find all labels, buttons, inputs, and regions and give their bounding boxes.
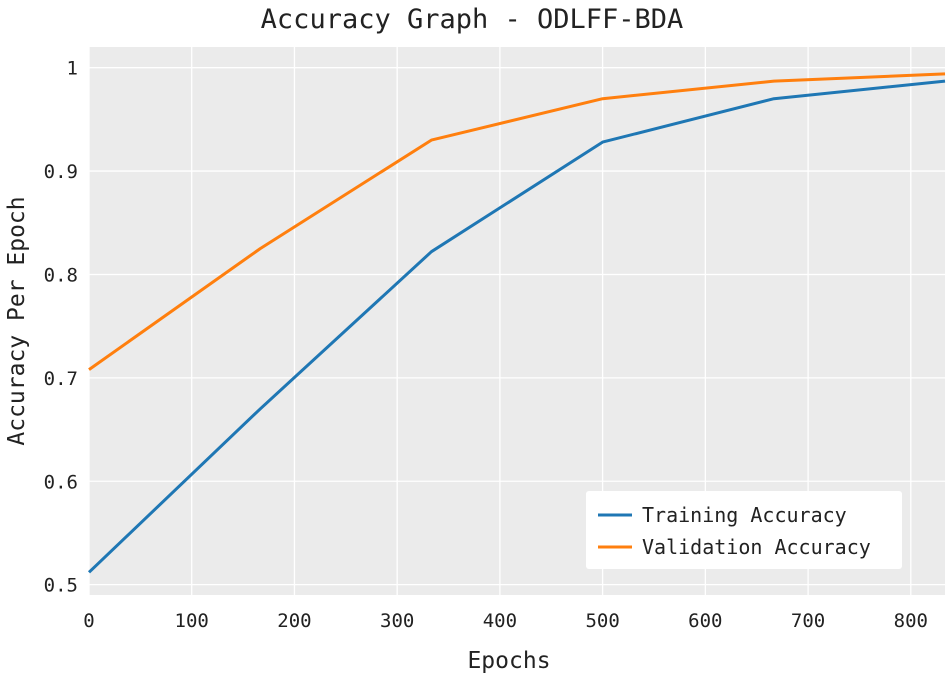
y-tick-label: 0.7 bbox=[44, 368, 78, 390]
x-tick-label: 500 bbox=[585, 610, 619, 632]
x-tick-label: 100 bbox=[175, 610, 209, 632]
legend: Training Accuracy Validation Accuracy bbox=[586, 491, 902, 569]
series-line-validation bbox=[88, 72, 946, 371]
y-tick-label: 0.8 bbox=[44, 264, 78, 286]
y-axis-label: Accuracy Per Epoch bbox=[4, 196, 30, 445]
x-axis-ticks: 0 100 200 300 400 500 600 700 800 bbox=[83, 610, 928, 632]
series-layer bbox=[87, 72, 946, 574]
legend-box bbox=[586, 491, 902, 569]
x-tick-label: 200 bbox=[277, 610, 311, 632]
grid bbox=[88, 47, 945, 595]
legend-items: Training Accuracy Validation Accuracy bbox=[598, 503, 871, 559]
y-axis-ticks: 0.5 0.6 0.7 0.8 0.9 1 bbox=[44, 58, 78, 597]
x-axis-label: Epochs bbox=[467, 648, 550, 674]
x-tick-label: 400 bbox=[483, 610, 517, 632]
y-tick-label: 0.5 bbox=[44, 575, 78, 597]
legend-label: Validation Accuracy bbox=[642, 535, 871, 559]
chart-title: Accuracy Graph - ODLFF-BDA bbox=[261, 4, 684, 35]
x-tick-label: 800 bbox=[894, 610, 928, 632]
y-tick-label: 0.6 bbox=[44, 471, 78, 493]
y-tick-label: 1 bbox=[67, 58, 78, 80]
x-tick-label: 600 bbox=[688, 610, 722, 632]
x-tick-label: 700 bbox=[791, 610, 825, 632]
x-tick-label: 0 bbox=[83, 610, 94, 632]
series-line-training bbox=[87, 79, 946, 574]
x-tick-label: 300 bbox=[380, 610, 414, 632]
y-tick-label: 0.9 bbox=[44, 161, 78, 183]
legend-label: Training Accuracy bbox=[642, 503, 847, 527]
